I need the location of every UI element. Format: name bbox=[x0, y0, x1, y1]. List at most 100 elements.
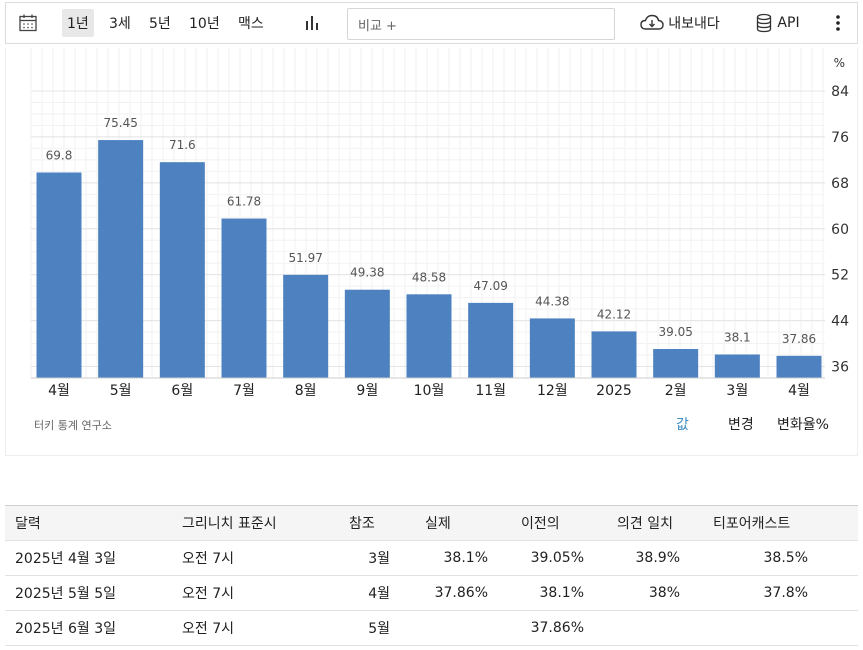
row-forecast: 37.8% bbox=[685, 575, 858, 611]
header-actual[interactable]: 실제 bbox=[393, 505, 493, 541]
calendar-icon[interactable] bbox=[16, 3, 40, 43]
row-previous: 37.86% bbox=[493, 610, 589, 646]
range-max-button[interactable]: 맥스 bbox=[238, 16, 264, 32]
bar bbox=[468, 302, 514, 378]
x-tick-label: 2025 bbox=[596, 383, 632, 399]
header-previous[interactable]: 이전의 bbox=[493, 505, 589, 541]
data-label: 49.38 bbox=[350, 266, 384, 280]
data-label: 71.6 bbox=[169, 138, 196, 152]
data-label: 38.1 bbox=[724, 330, 751, 344]
bar bbox=[591, 331, 637, 378]
table-header-row: 달력 그리니치 표준시 참조 실제 이전의 의견 일치 티포어캐스트 bbox=[5, 505, 858, 541]
y-tick-label: 36 bbox=[831, 360, 849, 376]
bar bbox=[529, 318, 575, 378]
x-tick-label: 3월 bbox=[726, 383, 748, 399]
row-forecast: 38.5% bbox=[685, 540, 858, 576]
row-actual bbox=[393, 610, 493, 646]
data-label: 48.58 bbox=[412, 270, 446, 284]
row-actual: 37.86% bbox=[393, 575, 493, 611]
row-time: 오전 7시 bbox=[173, 610, 325, 646]
bar bbox=[36, 172, 82, 378]
bar bbox=[776, 355, 822, 378]
chart-toolbar: 1년 3세 5년 10년 맥스 비교 + 내보내다 bbox=[5, 2, 858, 44]
y-tick-label: 76 bbox=[831, 130, 849, 146]
header-forecast[interactable]: 티포어캐스트 bbox=[685, 505, 858, 541]
x-tick-label: 8월 bbox=[295, 383, 317, 399]
header-gmt[interactable]: 그리니치 표준시 bbox=[173, 505, 325, 541]
bar bbox=[159, 162, 205, 378]
row-date: 2025년 5월 5일 bbox=[5, 575, 173, 611]
data-label: 75.45 bbox=[103, 116, 137, 130]
more-vertical-icon[interactable] bbox=[828, 3, 848, 43]
x-tick-label: 6월 bbox=[171, 383, 193, 399]
y-tick-label: 60 bbox=[831, 222, 849, 238]
header-consensus[interactable]: 의견 일치 bbox=[589, 505, 685, 541]
bar bbox=[344, 289, 390, 378]
y-tick-label: 44 bbox=[831, 314, 849, 330]
data-label: 47.09 bbox=[473, 279, 507, 293]
range-10y-button[interactable]: 10년 bbox=[189, 16, 220, 32]
data-label: 39.05 bbox=[658, 325, 692, 339]
row-reference: 4월 bbox=[325, 575, 393, 611]
row-time: 오전 7시 bbox=[173, 575, 325, 611]
bar-chart-icon[interactable] bbox=[300, 3, 324, 43]
y-axis-unit: % bbox=[834, 56, 845, 70]
data-label: 37.86 bbox=[782, 332, 816, 346]
bar bbox=[221, 218, 267, 378]
data-label: 44.38 bbox=[535, 294, 569, 308]
x-tick-label: 7월 bbox=[233, 383, 255, 399]
compare-input[interactable]: 비교 + bbox=[347, 8, 615, 40]
range-5y-button[interactable]: 5년 bbox=[149, 16, 171, 32]
table-row: 2025년 6월 3일 오전 7시 5월 37.86% bbox=[5, 610, 858, 646]
row-reference: 5월 bbox=[325, 610, 393, 646]
row-reference: 3월 bbox=[325, 540, 393, 576]
x-tick-label: 4월 bbox=[48, 383, 70, 399]
chart-panel: 84 76 68 60 52 44 36% 69.8 4월 75.45 5월 71.6 6월 61.78 7… bbox=[5, 48, 858, 456]
header-calendar[interactable]: 달력 bbox=[5, 505, 173, 541]
data-label: 51.97 bbox=[288, 251, 322, 265]
x-tick-label: 5월 bbox=[110, 383, 132, 399]
row-consensus: 38.9% bbox=[589, 540, 685, 576]
view-change-percent-button[interactable]: 변화율% bbox=[777, 417, 829, 433]
bar bbox=[406, 294, 452, 378]
calendar-table: 달력 그리니치 표준시 참조 실제 이전의 의견 일치 티포어캐스트 2025년… bbox=[5, 505, 858, 646]
x-tick-label: 11월 bbox=[475, 383, 506, 399]
row-consensus: 38% bbox=[589, 575, 685, 611]
row-consensus bbox=[589, 610, 685, 646]
view-change-button[interactable]: 변경 bbox=[728, 417, 754, 433]
row-date: 2025년 4월 3일 bbox=[5, 540, 173, 576]
data-label: 69.8 bbox=[46, 149, 73, 163]
x-tick-label: 12월 bbox=[537, 383, 568, 399]
export-button[interactable]: 내보내다 bbox=[636, 3, 724, 43]
y-tick-label: 68 bbox=[831, 176, 849, 192]
header-reference[interactable]: 참조 bbox=[325, 505, 393, 541]
database-icon bbox=[756, 13, 772, 33]
export-label: 내보내다 bbox=[668, 16, 720, 32]
range-3y-button[interactable]: 3세 bbox=[109, 16, 131, 32]
data-label: 42.12 bbox=[597, 307, 631, 321]
bar bbox=[653, 349, 699, 378]
row-previous: 38.1% bbox=[493, 575, 589, 611]
x-tick-label: 4월 bbox=[788, 383, 810, 399]
data-source: 터키 통계 연구소 bbox=[34, 419, 112, 432]
y-tick-label: 52 bbox=[831, 268, 849, 284]
api-label: API bbox=[777, 15, 800, 31]
row-time: 오전 7시 bbox=[173, 540, 325, 576]
bar bbox=[714, 354, 760, 378]
row-actual: 38.1% bbox=[393, 540, 493, 576]
api-button[interactable]: API bbox=[750, 3, 806, 43]
cloud-download-icon bbox=[640, 14, 664, 32]
table-row: 2025년 5월 5일 오전 7시 4월 37.86% 38.1% 38% 37… bbox=[5, 575, 858, 611]
data-label: 61.78 bbox=[227, 195, 261, 209]
row-forecast bbox=[685, 610, 858, 646]
row-previous: 39.05% bbox=[493, 540, 589, 576]
row-date: 2025년 6월 3일 bbox=[5, 610, 173, 646]
range-1y-button[interactable]: 1년 bbox=[62, 9, 94, 37]
bar-chart: 84 76 68 60 52 44 36% 69.8 4월 75.45 5월 71.6 6월 61.78 7… bbox=[30, 48, 849, 399]
x-tick-label: 2월 bbox=[665, 383, 687, 399]
x-tick-label: 10월 bbox=[414, 383, 445, 399]
y-tick-label: 84 bbox=[831, 84, 849, 100]
bar bbox=[283, 274, 329, 378]
view-value-button[interactable]: 값 bbox=[676, 417, 689, 433]
bar bbox=[98, 140, 144, 378]
